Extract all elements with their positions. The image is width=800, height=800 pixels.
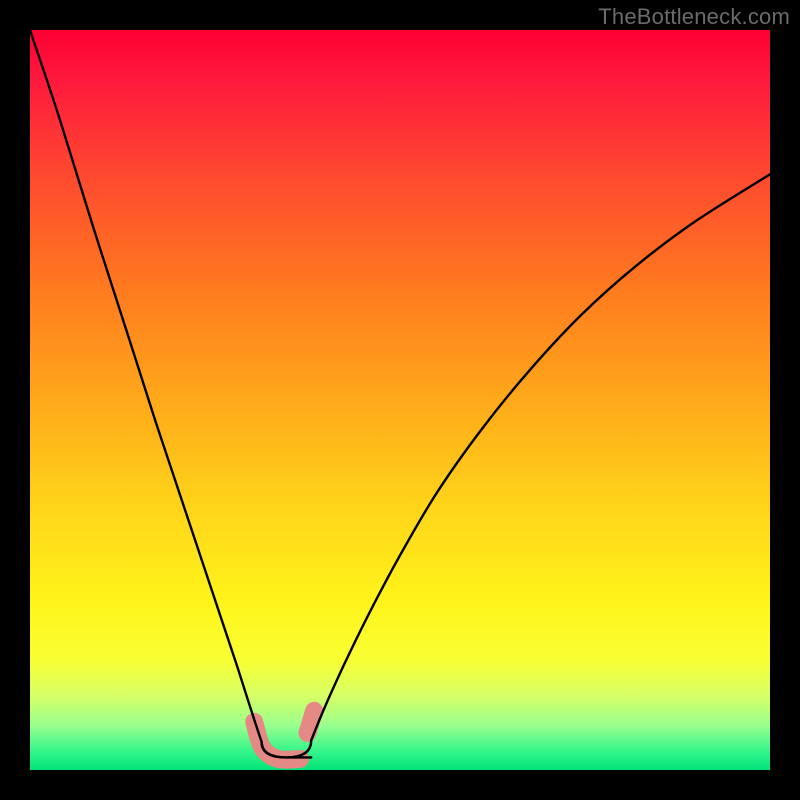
accent-segment [308,711,315,733]
curve-right [311,174,770,740]
watermark-text: TheBottleneck.com [598,4,790,30]
plot-area [30,30,770,770]
chart-root: TheBottleneck.com [0,0,800,800]
curve-layer [30,30,770,770]
curve-left [30,30,311,757]
